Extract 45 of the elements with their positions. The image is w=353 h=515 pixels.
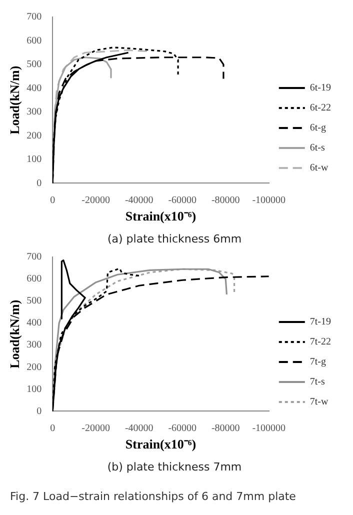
text: (b) plate thickness 7mm [107,460,242,474]
legend-label: 6t-19 [310,82,331,94]
x-tick-label: -100000 [252,422,286,434]
legend-label: 7t-w [310,396,329,408]
y-axis-title: Load(kN/m) [7,300,22,368]
x-tick-label: -80000 [211,194,240,206]
y-tick-label: 100 [26,384,42,395]
x-tick-label: -20000 [82,422,110,434]
y-tick-label: 400 [26,318,42,329]
x-axis-title: Strain(x10⁻⁶) [125,436,196,452]
caption: Fig. 7 Load−strain relationships of 6 and 7mm plate [10,490,296,503]
x-tick-label: 0 [50,194,56,206]
y-tick-label: 400 [26,82,42,94]
legend-label: 7t-g [310,356,326,368]
x-tick-label: -20000 [82,194,110,206]
y-tick-label: 700 [26,12,42,23]
y-tick-label: 500 [26,296,42,307]
x-axis-title: Strain(x10⁻⁶) [125,208,196,224]
legend-label: 6t-s [310,142,325,154]
y-tick-label: 0 [36,178,42,189]
y-tick-label: 700 [26,252,42,263]
y-tick-label: 100 [26,154,42,166]
x-tick-label: -80000 [211,422,240,434]
legend-label: 6t-22 [310,102,331,114]
x-tick-label: -40000 [124,194,154,206]
y-tick-label: 0 [36,406,42,417]
y-tick-label: 600 [26,35,42,46]
y-axis-title: Load(kN/m) [7,66,22,134]
text: (a) plate thickness 6mm [107,232,242,246]
legend-label: 7t-19 [310,316,331,328]
x-tick-label: -60000 [168,194,197,206]
y-tick-label: 500 [26,59,42,70]
y-tick-label: 300 [26,106,42,118]
y-tick-label: 300 [26,340,42,351]
legend-label: 7t-s [310,376,325,388]
x-tick-label: -100000 [252,194,286,206]
x-tick-label: -40000 [124,422,154,434]
y-tick-label: 200 [26,130,42,142]
legend-label: 6t-w [310,162,329,174]
legend-label: 7t-22 [310,336,331,348]
y-tick-label: 600 [26,274,42,285]
y-tick-label: 200 [26,362,42,373]
x-tick-label: 0 [50,422,56,434]
x-tick-label: -60000 [168,422,197,434]
legend-label: 6t-g [310,122,326,134]
